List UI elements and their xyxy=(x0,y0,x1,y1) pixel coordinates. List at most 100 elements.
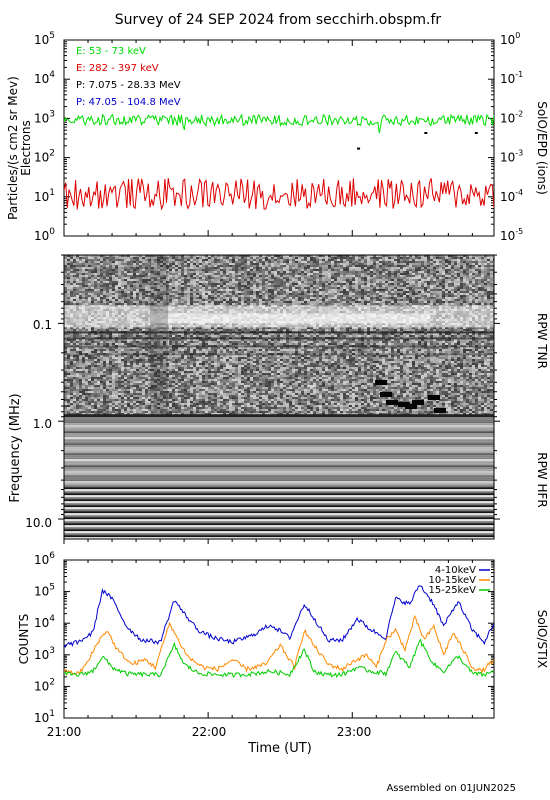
rpw-tnr-cell xyxy=(412,291,415,293)
rpw-tnr-cell xyxy=(373,301,376,303)
rpw-tnr-cell xyxy=(481,287,484,289)
rpw-tnr-cell xyxy=(244,281,247,283)
rpw-tnr-cell xyxy=(385,267,388,269)
rpw-tnr-cell xyxy=(337,259,340,261)
rpw-tnr-cell xyxy=(109,265,112,267)
rpw-tnr-cell xyxy=(310,271,313,273)
rpw-tnr-cell xyxy=(193,271,196,273)
rpw-tnr-cell xyxy=(226,277,229,279)
rpw-tnr-cell xyxy=(67,285,70,287)
rpw-tnr-cell xyxy=(133,281,136,283)
rpw-tnr-cell xyxy=(256,283,259,285)
rpw-tnr-cell xyxy=(103,301,106,303)
rpw-tnr-cell xyxy=(478,267,481,269)
rpw-tnr-cell xyxy=(229,285,232,287)
rpw-tnr-cell xyxy=(433,277,436,279)
rpw-tnr-cell xyxy=(349,295,352,297)
rpw-tnr-cell xyxy=(175,301,178,303)
rpw-tnr-cell xyxy=(439,289,442,291)
rpw-tnr-cell xyxy=(424,287,427,289)
rpw-tnr-cell xyxy=(127,289,130,291)
rpw-tnr-cell xyxy=(184,279,187,281)
rpw-tnr-cell xyxy=(400,303,403,305)
rpw-tnr-cell xyxy=(124,271,127,273)
rpw-tnr-cell xyxy=(244,289,247,291)
rpw-tnr-cell xyxy=(148,255,151,257)
rpw-tnr-cell xyxy=(241,275,244,277)
rpw-tnr-cell xyxy=(136,277,139,279)
rpw-tnr-cell xyxy=(82,267,85,269)
rpw-tnr-cell xyxy=(172,303,175,305)
rpw-tnr-cell xyxy=(172,295,175,297)
rpw-tnr-cell xyxy=(361,293,364,295)
rpw-tnr-cell xyxy=(199,267,202,269)
rpw-tnr-cell xyxy=(178,287,181,289)
rpw-tnr-cell xyxy=(118,291,121,293)
rpw-tnr-cell xyxy=(184,257,187,259)
rpw-tnr-cell xyxy=(475,257,478,259)
rpw-tnr-cell xyxy=(376,289,379,291)
rpw-tnr-cell xyxy=(454,275,457,277)
rpw-tnr-cell xyxy=(439,273,442,275)
rpw-tnr-cell xyxy=(448,279,451,281)
rpw-tnr-cell xyxy=(385,259,388,261)
rpw-tnr-cell xyxy=(253,257,256,259)
rpw-tnr-cell xyxy=(346,263,349,265)
rpw-tnr-cell xyxy=(217,287,220,289)
rpw-tnr-cell xyxy=(283,267,286,269)
rpw-tnr-cell xyxy=(256,291,259,293)
rpw-tnr-cell xyxy=(487,257,490,259)
rpw-tnr-cell xyxy=(184,269,187,271)
rpw-tnr-cell xyxy=(478,283,481,285)
rpw-tnr-cell xyxy=(247,265,250,267)
rpw-tnr-cell xyxy=(193,289,196,291)
rpw-tnr-cell xyxy=(373,255,376,257)
rpw-tnr-cell xyxy=(238,283,241,285)
rpw-tnr-cell xyxy=(415,287,418,289)
rpw-tnr-cell xyxy=(193,257,196,259)
rpw-tnr-cell xyxy=(229,261,232,263)
rpw-tnr-cell xyxy=(313,295,316,297)
rpw-tnr-cell xyxy=(100,263,103,265)
rpw-tnr-cell xyxy=(301,263,304,265)
rpw-tnr-cell xyxy=(346,291,349,293)
rpw-tnr-cell xyxy=(469,281,472,283)
rpw-tnr-cell xyxy=(310,293,313,295)
rpw-tnr-cell xyxy=(292,293,295,295)
rpw-tnr-cell xyxy=(217,279,220,281)
rpw-tnr-cell xyxy=(157,303,160,305)
rpw-tnr-cell xyxy=(457,269,460,271)
rpw-tnr-cell xyxy=(103,289,106,291)
rpw-tnr-cell xyxy=(160,285,163,287)
rpw-tnr-cell xyxy=(82,279,85,281)
rpw-tnr-cell xyxy=(349,259,352,261)
rpw-tnr-cell xyxy=(154,263,157,265)
rpw-tnr-cell xyxy=(151,267,154,269)
rpw-tnr-cell xyxy=(247,303,250,305)
rpw-tnr-cell xyxy=(319,271,322,273)
rpw-tnr-cell xyxy=(340,269,343,271)
rpw-tnr-cell xyxy=(97,287,100,289)
rpw-tnr-cell xyxy=(169,291,172,293)
rpw-tnr-cell xyxy=(127,275,130,277)
rpw-tnr-cell xyxy=(250,255,253,257)
rpw-tnr-cell xyxy=(331,291,334,293)
rpw-tnr-cell xyxy=(262,273,265,275)
rpw-tnr-cell xyxy=(199,261,202,263)
rpw-tnr-cell xyxy=(229,275,232,277)
rpw-tnr-cell xyxy=(433,293,436,295)
rpw-tnr-cell xyxy=(211,297,214,299)
rpw-tnr-cell xyxy=(277,259,280,261)
rpw-tnr-cell xyxy=(349,285,352,287)
rpw-tnr-cell xyxy=(262,283,265,285)
rpw-tnr-cell xyxy=(286,295,289,297)
rpw-tnr-cell xyxy=(430,273,433,275)
rpw-tnr-cell xyxy=(214,271,217,273)
rpw-tnr-cell xyxy=(127,295,130,297)
rpw-tnr-cell xyxy=(208,287,211,289)
rpw-tnr-cell xyxy=(118,259,121,261)
rpw-tnr-cell xyxy=(265,267,268,269)
rpw-tnr-cell xyxy=(268,257,271,259)
rpw-tnr-cell xyxy=(463,303,466,305)
rpw-tnr-cell xyxy=(271,257,274,259)
